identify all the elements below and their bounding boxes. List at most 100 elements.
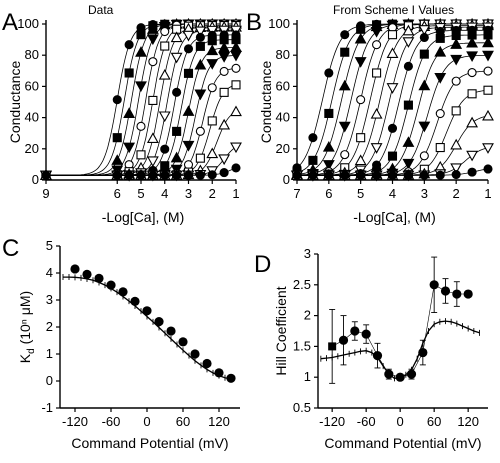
panel-a-data-point xyxy=(183,68,194,78)
panel-b-x-tick-label: 5 xyxy=(357,186,364,201)
panel-a-data-point xyxy=(160,170,170,180)
panel-a-data-point xyxy=(219,66,229,77)
panel-b-data-point xyxy=(356,95,366,105)
panel-a-x-tick-label: 6 xyxy=(114,186,121,201)
panel-a-y-axis-label: Conductance xyxy=(7,61,23,144)
panel-c-data-point xyxy=(94,273,104,283)
panel-b-data-point xyxy=(435,33,445,43)
panel-b-data-point xyxy=(403,61,413,71)
panel-b-data-point xyxy=(356,170,366,180)
panel-a-data-point xyxy=(183,44,194,54)
panel-a-data-point xyxy=(207,83,217,93)
panel-a-data-point xyxy=(124,40,134,50)
panel-b-data-point xyxy=(466,150,479,162)
panel-c-y-label-sub: d xyxy=(26,348,37,354)
panel-c-x-tick-label: -60 xyxy=(102,414,121,429)
panel-c-data-point xyxy=(178,337,188,347)
panel-c-x-tick-label: 120 xyxy=(208,414,230,429)
panel-b-data-point xyxy=(467,167,477,177)
panel-b-data-point xyxy=(402,136,415,147)
panel-b-data-point xyxy=(403,100,413,110)
panel-a-data-point xyxy=(206,59,219,70)
panel-d-y-tick-label: 2 xyxy=(304,308,311,323)
panel-b-data-point xyxy=(402,158,415,170)
panel-a-data-point xyxy=(194,89,207,101)
panel-c-data-point xyxy=(226,373,236,383)
panel-b-y-tick-label: 0 xyxy=(283,172,290,187)
panel-b-data-point xyxy=(482,143,494,154)
panel-d-data-point xyxy=(406,369,417,379)
panel-b-x-tick-label: 1 xyxy=(484,186,491,201)
panel-a-x-tick-label: 1 xyxy=(232,186,239,201)
panel-c-y-tick-label: 1 xyxy=(46,346,53,361)
panel-a-data-point xyxy=(183,160,194,170)
panel-b-data-point xyxy=(402,24,415,36)
panel-b-data-point xyxy=(322,160,335,171)
panel-a-data-point xyxy=(135,46,147,57)
panel-a-data-point xyxy=(111,154,124,165)
panel-b-data-point xyxy=(435,108,445,119)
panel-b-x-tick-label: 6 xyxy=(325,186,332,201)
panel-d-y-tick-label: 0.5 xyxy=(293,400,311,415)
panel-d-data-point xyxy=(440,286,451,296)
panel-b-data-point xyxy=(419,49,429,59)
panel-b-data-point xyxy=(338,121,351,133)
panel-letter-a: A xyxy=(2,9,18,36)
panel-b-data-point xyxy=(451,76,461,86)
panel-b-data-point xyxy=(340,170,350,180)
panel-c-y-tick-label: 3 xyxy=(46,292,53,307)
panel-c-x-tick-label: 0 xyxy=(143,414,150,429)
panel-c-y-label-rest: (10ⁿ μM) xyxy=(17,291,33,349)
panel-a-y-tick-label: 100 xyxy=(17,16,39,31)
panel-b-y-tick-label: 100 xyxy=(268,16,290,31)
panel-a-data-point xyxy=(146,156,159,168)
panel-b-x-tick-label: 2 xyxy=(453,186,460,201)
panel-d-x-axis-label: Command Potential (mV) xyxy=(324,435,481,451)
panel-d-y-axis-label: Hill Coefficient xyxy=(273,286,289,375)
panel-a-data-point xyxy=(158,68,171,80)
panel-a-data-point xyxy=(170,31,183,43)
panel-a-data-point xyxy=(160,144,170,154)
panel-b-data-point xyxy=(386,47,399,59)
panel-a-y-tick-label: 0 xyxy=(32,172,39,187)
panel-a-data-point xyxy=(112,133,122,143)
panel-a-data-point xyxy=(194,26,207,38)
panel-c-data-point xyxy=(82,269,92,279)
panel-b-data-point xyxy=(450,38,463,49)
panel-a-data-point xyxy=(158,111,171,123)
panel-c-data-point xyxy=(130,296,140,306)
panel-a-data-point xyxy=(135,81,147,93)
panel-d-data-point xyxy=(452,289,462,299)
panel-b-data-point xyxy=(340,150,350,160)
panel-d-x-tick-label: 120 xyxy=(457,414,479,429)
panel-b-data-point xyxy=(338,79,351,91)
panel-b-data-point xyxy=(418,121,431,133)
panel-a-x-tick-label: 2 xyxy=(209,186,216,201)
panel-a-data-point xyxy=(230,105,242,117)
panel-a-x-tick-label: 3 xyxy=(185,186,192,201)
panel-b-data-point xyxy=(387,123,398,133)
panel-b-data-point xyxy=(483,66,493,76)
panel-b-data-point xyxy=(466,51,479,63)
panel-b-data-point xyxy=(372,170,382,180)
panel-a-data-point xyxy=(182,30,195,42)
panel-b-data-point xyxy=(435,170,445,180)
panel-a-data-point xyxy=(207,36,217,46)
panel-c-data-point xyxy=(154,317,164,327)
panel-b-data-point xyxy=(386,83,399,94)
panel-a-data-point xyxy=(170,151,183,163)
panel-b-data-point xyxy=(418,79,431,91)
panel-a-data-point xyxy=(206,44,219,56)
panel-a-data-point xyxy=(207,170,217,180)
panel-b-data-point xyxy=(419,170,429,180)
panel-a-data-point xyxy=(112,95,122,105)
panel-letter-b: B xyxy=(246,9,262,36)
panel-b-data-point xyxy=(354,154,367,166)
panel-c-y-tick-label: 4 xyxy=(46,265,53,280)
panel-b-data-point xyxy=(419,151,429,161)
panel-a-data-point xyxy=(123,107,136,118)
panel-a-data-point xyxy=(146,132,159,144)
panel-c-data-point xyxy=(118,287,128,297)
panel-a-data-point xyxy=(231,63,241,73)
panel-d-x-tick-label: -60 xyxy=(357,414,376,429)
